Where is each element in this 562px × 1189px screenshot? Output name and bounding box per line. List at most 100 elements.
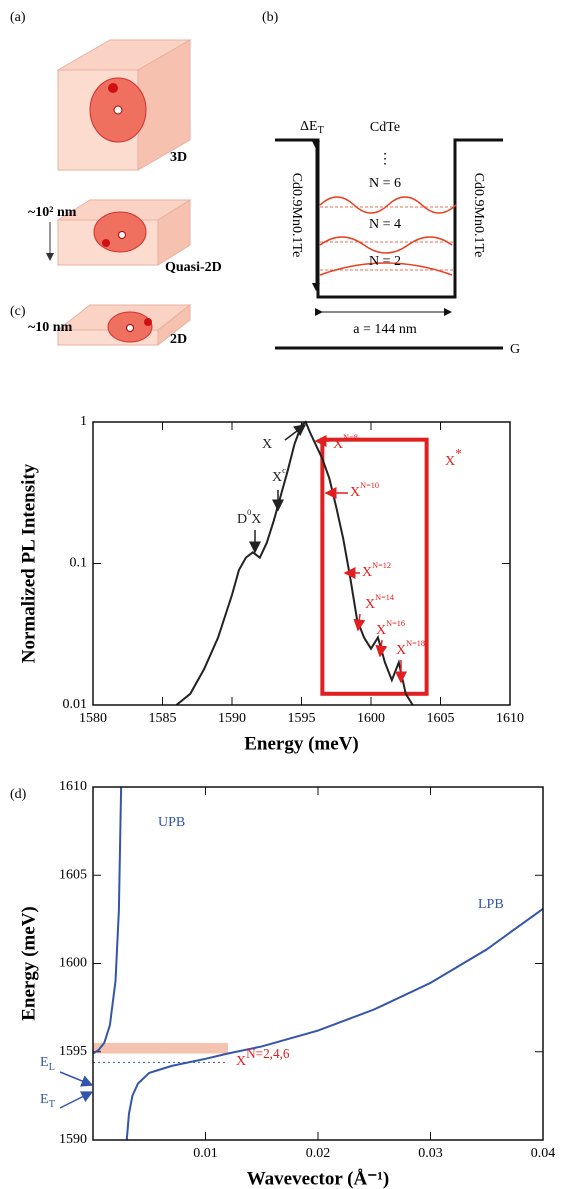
annotation: XN=10 — [350, 481, 379, 500]
x-tick-label: 0.03 — [418, 1146, 443, 1161]
annotation-sup: 0 — [247, 508, 251, 517]
series-line — [175, 420, 414, 706]
annotation: XN=16 — [376, 619, 405, 638]
annotation-arrow — [59, 1071, 94, 1087]
series-label: UPB — [158, 815, 185, 830]
annotation-text: X — [236, 1054, 246, 1069]
x-tick-label: 0.04 — [531, 1146, 556, 1161]
y-tick-label: 1595 — [59, 1044, 87, 1059]
annotation-arrow — [59, 1091, 94, 1109]
well-label: CdTe — [370, 120, 400, 135]
annotation-text: X — [350, 485, 360, 500]
dots: ⋮ — [378, 152, 392, 167]
panel-label: (b) — [262, 10, 279, 25]
annotation-text: X — [333, 437, 343, 452]
annotation: XN=18 — [396, 639, 425, 658]
annotation-text: E — [40, 1055, 49, 1070]
x-tick-label: 1580 — [79, 711, 107, 726]
panel-label: (c) — [10, 304, 26, 319]
label: 2D — [170, 332, 187, 347]
annotation-sup: N=2,4,6 — [246, 1046, 290, 1061]
y-tick-label: 1610 — [59, 779, 87, 794]
band — [93, 1042, 228, 1054]
x-tick-label: 1585 — [149, 711, 177, 726]
slab-quasi-2d — [46, 199, 192, 266]
x-tick-label: 1590 — [218, 711, 246, 726]
x-tick-label: 1610 — [496, 711, 524, 726]
annotation-arrow — [284, 424, 307, 441]
x-axis-label: Wavevector (Å⁻¹) — [247, 1168, 390, 1189]
highlight-box — [320, 437, 429, 696]
annotation-sup: N=18 — [406, 639, 425, 648]
delta-sub: T — [318, 125, 324, 136]
slab-2d — [56, 303, 192, 347]
annotation-sup: N=12 — [372, 561, 391, 570]
y-tick-label: 0.1 — [70, 556, 88, 571]
x-tick-label: 0.02 — [306, 1146, 331, 1161]
annotation-sub: T — [49, 1099, 56, 1110]
cube-3d — [56, 39, 192, 171]
y-tick-label: 1590 — [59, 1132, 87, 1147]
delta-text: ΔE — [300, 119, 318, 134]
annotation: XN=14 — [365, 593, 394, 612]
annotation-sup: N=10 — [360, 481, 379, 490]
x-tick-label: 1600 — [357, 711, 385, 726]
label: 3D — [170, 150, 187, 165]
plot-frame — [92, 421, 511, 706]
annotation: XN=12 — [362, 561, 391, 580]
annotation: Xc — [272, 466, 286, 485]
well — [275, 138, 503, 350]
annotation-sup: c — [282, 466, 286, 475]
annotation-text: X — [272, 470, 282, 485]
annotation-text: E — [40, 1092, 49, 1107]
annotation-text: X — [365, 597, 375, 612]
level-label: N = 6 — [369, 176, 401, 191]
annotation-sup: N=8 — [343, 433, 358, 442]
y-tick-label: 1605 — [59, 867, 87, 882]
y-tick-label: 1600 — [59, 956, 87, 971]
wavefunctions — [319, 196, 457, 276]
annotation-arrow — [353, 613, 366, 632]
y-axis-label: Energy (meV) — [18, 906, 39, 1021]
annotation-text: X — [396, 643, 406, 658]
level-label: N = 2 — [369, 254, 401, 269]
y-axis-label: Normalized PL Intensity — [18, 463, 39, 663]
delta: ΔET — [300, 119, 324, 136]
annotation-arrow — [375, 639, 388, 658]
annotation-text: X — [262, 437, 272, 452]
annotation-text: X — [251, 512, 261, 527]
panel-label: (a) — [10, 10, 26, 25]
annotation: EL — [40, 1055, 55, 1073]
width-label: a = 144 nm — [353, 322, 417, 337]
annotation: XN=8 — [333, 433, 358, 452]
annotation: XN=2,4,6 — [236, 1046, 290, 1069]
annotation-text: X — [362, 565, 372, 580]
series-line — [125, 907, 544, 1141]
label: ~10² nm — [28, 205, 77, 220]
annotation: ET — [40, 1092, 56, 1110]
plot-frame — [92, 786, 544, 1141]
annotation: X* — [445, 446, 462, 469]
x-axis-label: Energy (meV) — [244, 733, 359, 754]
annotation-text: D — [237, 512, 247, 527]
y-tick-label: 0.01 — [63, 697, 88, 712]
label: ~10 nm — [28, 320, 73, 335]
series-label: LPB — [478, 897, 504, 912]
annotation-sup: N=16 — [386, 619, 405, 628]
annotation: X — [262, 437, 272, 452]
x-tick-label: 0.01 — [193, 1146, 218, 1161]
y-tick-label: 1 — [80, 414, 87, 429]
barrier-label: Cd0.9Mn0.1Te — [289, 173, 304, 258]
barrier-label: Cd0.9Mn0.1Te — [471, 173, 486, 258]
panel-label: (d) — [10, 787, 27, 802]
x-tick-label: 1605 — [427, 711, 455, 726]
label: Quasi-2D — [165, 260, 222, 275]
x-tick-label: 1595 — [288, 711, 316, 726]
annotation-sub: L — [49, 1062, 55, 1073]
annotation-sup: * — [455, 446, 462, 461]
series-line — [92, 786, 123, 1055]
annotation-text: X — [376, 623, 386, 638]
annotation-sup: N=14 — [375, 593, 394, 602]
annotation-text: X — [445, 454, 455, 469]
